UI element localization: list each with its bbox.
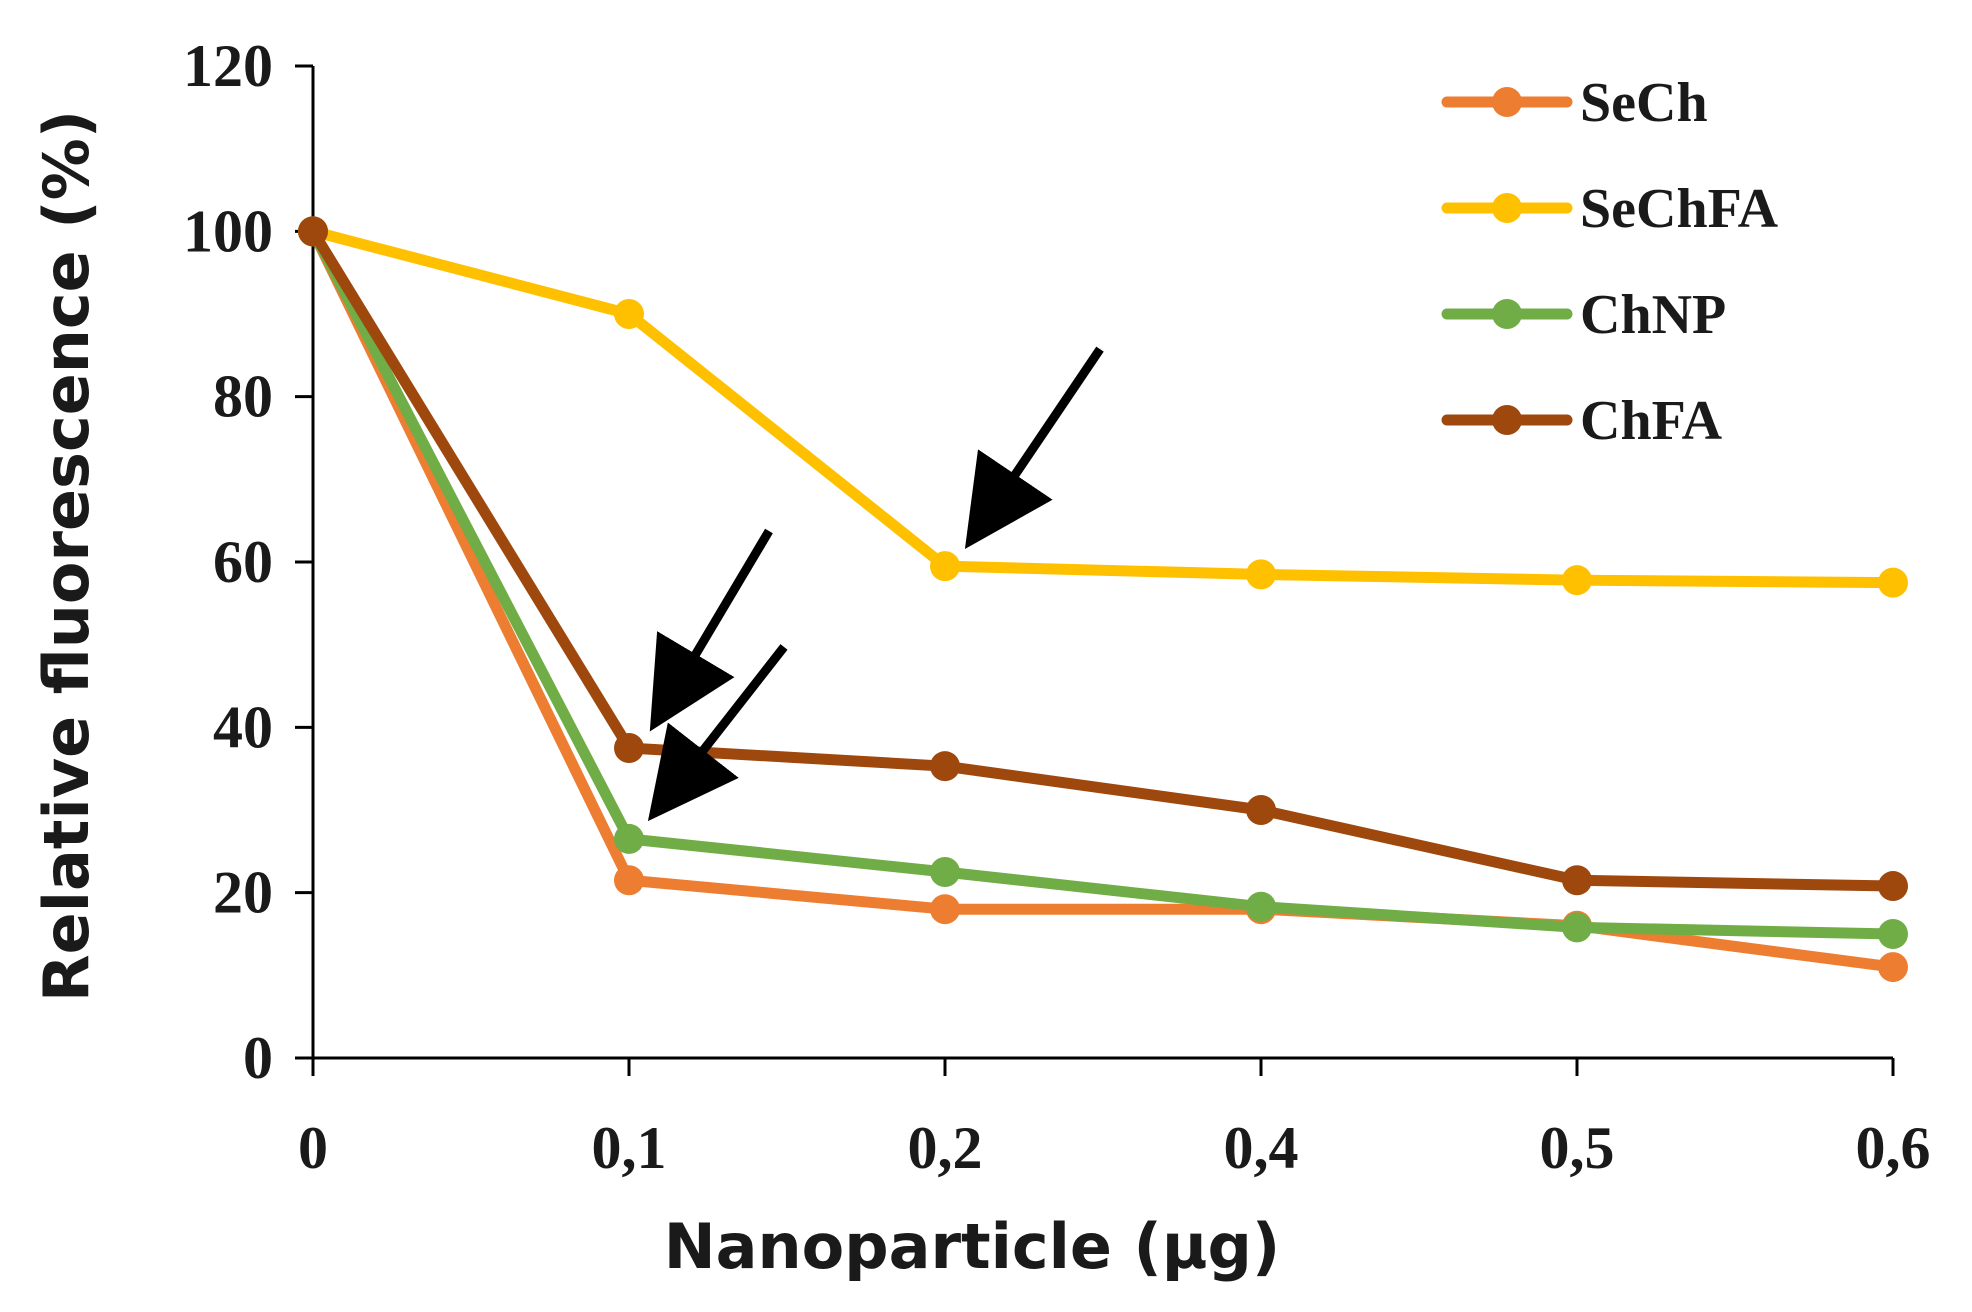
y-tick-label: 80: [213, 364, 273, 430]
data-point-sechfa: [1878, 567, 1908, 598]
series-sechfa: [298, 216, 1908, 598]
data-point-chfa: [1562, 865, 1592, 896]
data-point-chfa: [298, 216, 328, 247]
data-point-sechfa: [1562, 565, 1592, 596]
series-layer: [298, 216, 1908, 983]
x-axis-ticks: 0 0,1 0,2 0,4 0,5 0,6: [298, 1058, 1931, 1181]
x-tick-label: 0,1: [592, 1115, 667, 1181]
data-point-chnp: [1246, 891, 1276, 922]
y-tick-label: 20: [213, 860, 273, 926]
legend-marker-sech: [1492, 87, 1522, 117]
legend-marker-chnp: [1492, 299, 1522, 329]
x-tick-label: 0,5: [1540, 1115, 1615, 1181]
data-point-sech: [1878, 952, 1908, 983]
legend-item-sechfa: SeChFA: [1441, 178, 1779, 240]
legend-label-chnp: ChNP: [1580, 284, 1726, 346]
series-chfa: [298, 216, 1908, 902]
y-axis-ticks: 0 20 40 60 80 100 120: [183, 33, 313, 1091]
legend-marker-sechfa: [1492, 193, 1522, 223]
y-tick-label: 60: [213, 529, 273, 595]
legend-label-sechfa: SeChFA: [1580, 178, 1779, 240]
x-tick-label: 0: [298, 1115, 328, 1181]
x-axis-title: Nanoparticle (µg): [664, 1210, 1280, 1283]
y-tick-label: 0: [243, 1025, 273, 1091]
annotation-arrow: [647, 644, 788, 822]
annotation-arrow: [649, 528, 773, 732]
data-point-chfa: [930, 751, 960, 782]
data-point-sech: [930, 894, 960, 925]
data-point-chnp: [930, 857, 960, 887]
x-tick-label: 0,6: [1856, 1115, 1931, 1181]
legend: SeCh SeChFA ChNP ChFA: [1441, 72, 1779, 452]
data-point-chnp: [1562, 912, 1592, 943]
data-point-chfa: [1246, 795, 1276, 825]
x-tick-label: 0,2: [908, 1115, 983, 1181]
series-line-sechfa: [307, 225, 1899, 589]
data-point-chnp: [1878, 919, 1908, 949]
y-tick-label: 40: [213, 694, 273, 760]
legend-item-chnp: ChNP: [1441, 284, 1726, 346]
legend-item-chfa: ChFA: [1441, 390, 1723, 452]
data-point-chnp: [614, 823, 644, 854]
y-tick-label: 100: [183, 198, 273, 264]
annotation-arrow: [964, 346, 1104, 550]
series-line-chnp: [307, 225, 1899, 940]
data-point-chfa: [614, 733, 644, 763]
data-point-chfa: [1878, 871, 1908, 902]
y-axis-title: Relative fluorescence (%): [30, 110, 103, 1002]
data-point-sechfa: [930, 551, 960, 582]
legend-label-chfa: ChFA: [1580, 390, 1723, 452]
legend-label-sech: SeCh: [1580, 72, 1708, 134]
data-point-sechfa: [614, 299, 644, 329]
y-tick-label: 120: [183, 33, 273, 99]
series-line-chfa: [307, 225, 1899, 892]
data-point-sechfa: [1246, 559, 1276, 590]
x-tick-label: 0,4: [1224, 1115, 1299, 1181]
data-point-sech: [614, 865, 644, 896]
legend-item-sech: SeCh: [1441, 72, 1708, 134]
legend-marker-chfa: [1492, 405, 1522, 435]
annotation-arrows: [647, 346, 1104, 822]
